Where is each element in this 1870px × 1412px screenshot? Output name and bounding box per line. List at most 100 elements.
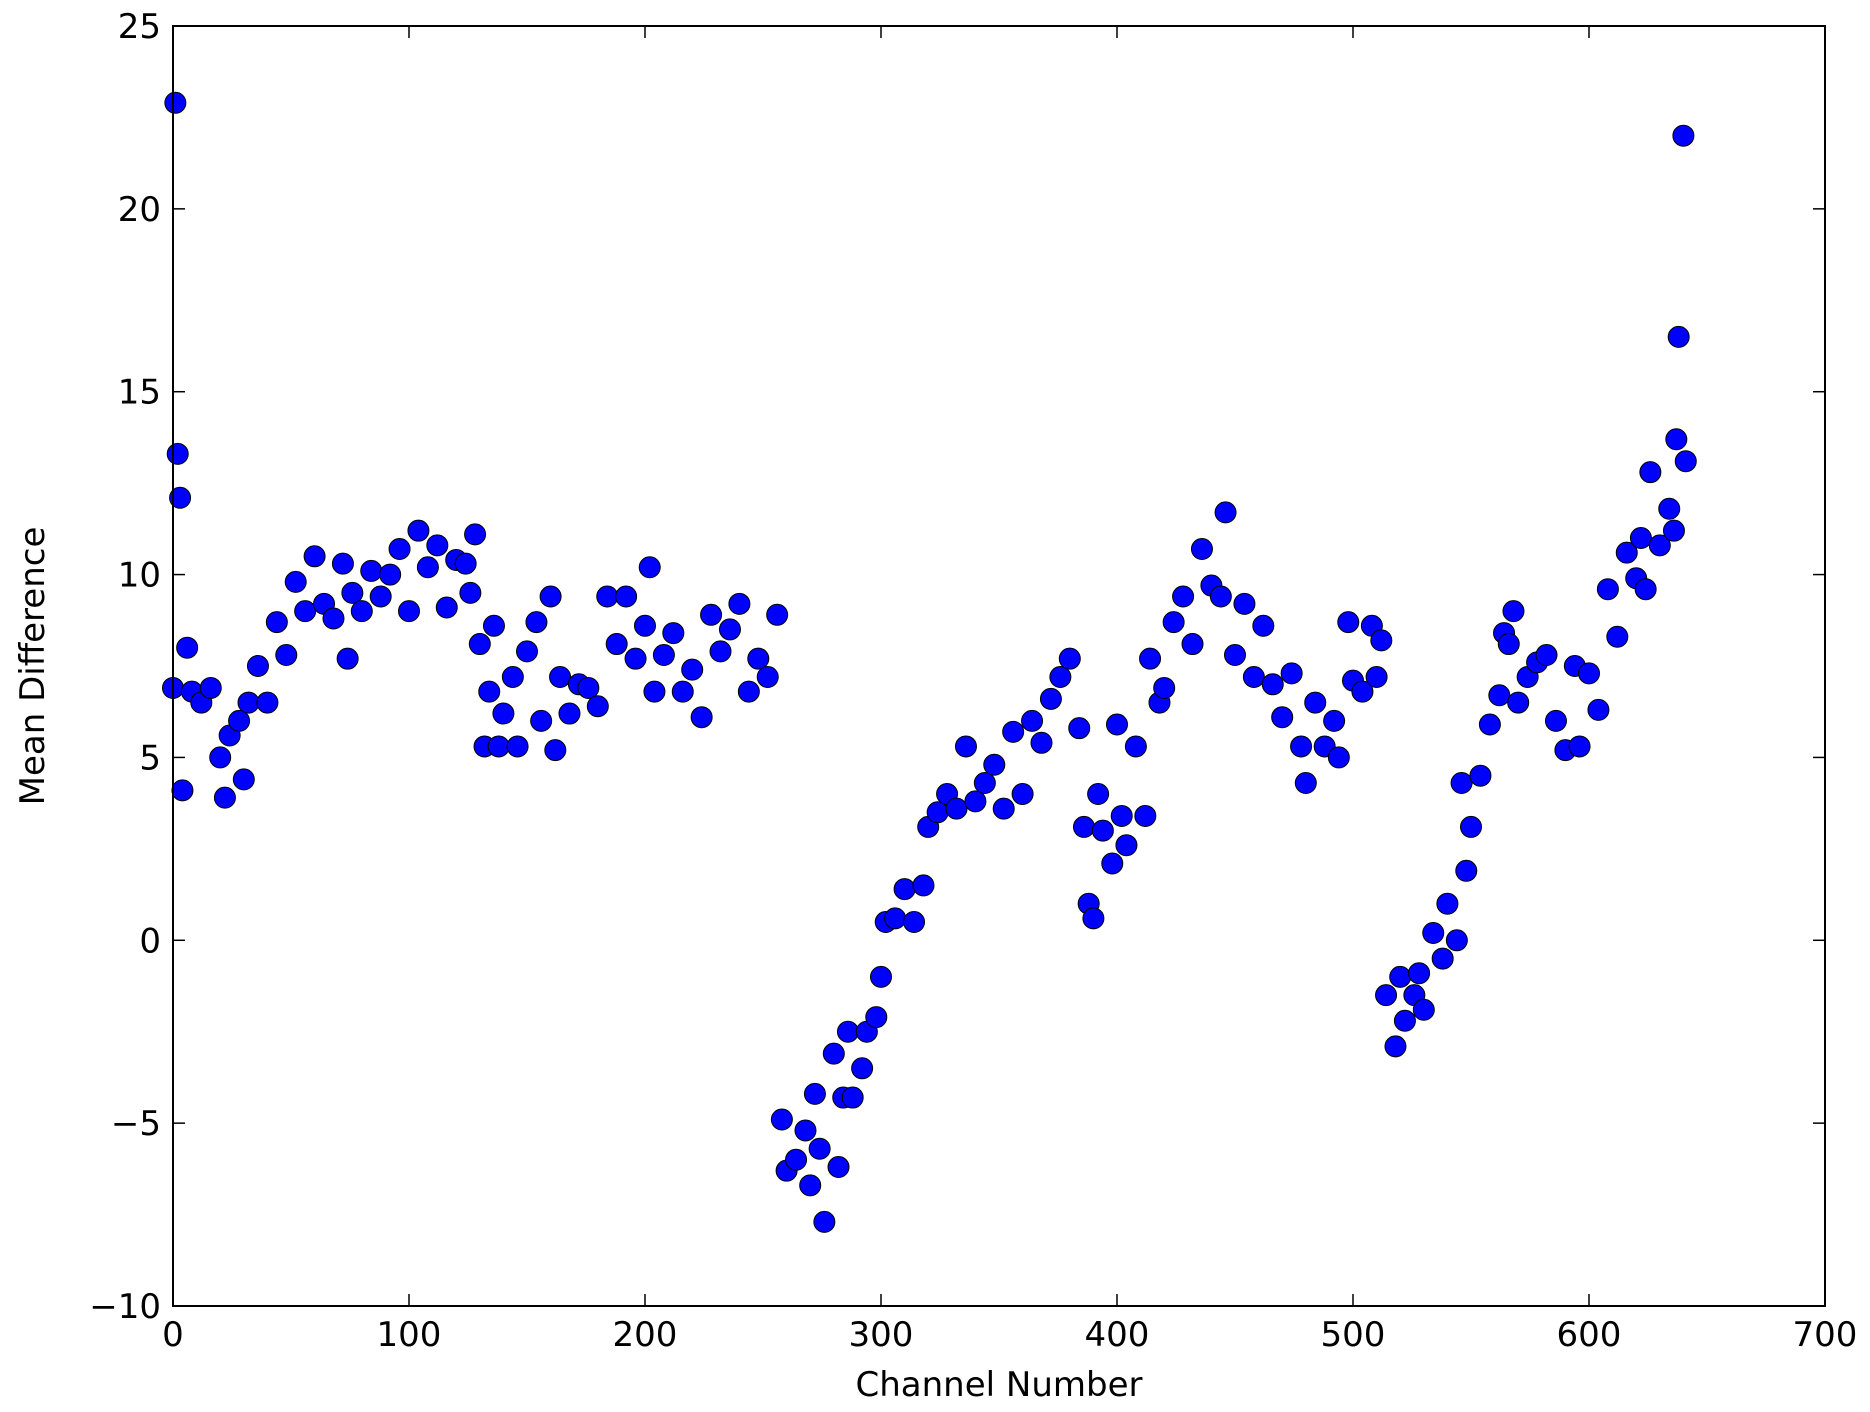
point bbox=[530, 709, 553, 732]
x-tick-label: 600 bbox=[1557, 1315, 1622, 1355]
point bbox=[1568, 735, 1591, 758]
point bbox=[416, 556, 439, 579]
point bbox=[1436, 892, 1459, 915]
point bbox=[525, 611, 548, 634]
point bbox=[1370, 629, 1393, 652]
point bbox=[1544, 709, 1567, 732]
point bbox=[426, 534, 449, 557]
x-tick-label: 700 bbox=[1793, 1315, 1858, 1355]
point bbox=[341, 581, 364, 604]
x-tick-label: 400 bbox=[1085, 1315, 1150, 1355]
point bbox=[813, 1210, 836, 1233]
point bbox=[454, 552, 477, 575]
point bbox=[709, 640, 732, 663]
point bbox=[1139, 647, 1162, 670]
point bbox=[799, 1174, 822, 1197]
point bbox=[1002, 720, 1025, 743]
point bbox=[794, 1119, 817, 1142]
point bbox=[303, 545, 326, 568]
point bbox=[836, 1020, 859, 1043]
point bbox=[926, 801, 949, 824]
x-axis-label: Channel Number bbox=[856, 1365, 1143, 1405]
point bbox=[516, 640, 538, 663]
point bbox=[766, 603, 789, 626]
point bbox=[331, 552, 354, 575]
point bbox=[643, 680, 666, 703]
point bbox=[638, 556, 661, 579]
point bbox=[851, 1057, 874, 1080]
point bbox=[1323, 709, 1346, 732]
point bbox=[1224, 644, 1246, 667]
point bbox=[232, 768, 255, 791]
point bbox=[1337, 611, 1360, 634]
point bbox=[1162, 611, 1185, 634]
point bbox=[176, 636, 199, 659]
point bbox=[1327, 746, 1350, 769]
point bbox=[1672, 124, 1695, 147]
point bbox=[992, 797, 1015, 820]
point bbox=[624, 647, 647, 670]
point bbox=[903, 911, 926, 933]
point bbox=[237, 691, 260, 714]
point bbox=[1535, 644, 1558, 667]
point bbox=[1408, 962, 1431, 985]
point bbox=[487, 735, 510, 758]
point bbox=[884, 907, 907, 930]
point bbox=[1460, 815, 1482, 838]
point bbox=[893, 878, 916, 901]
point bbox=[1389, 965, 1412, 988]
point bbox=[1101, 852, 1124, 875]
point bbox=[1214, 501, 1237, 524]
point bbox=[1294, 772, 1317, 795]
point bbox=[492, 702, 515, 725]
point bbox=[1431, 947, 1454, 970]
y-tick-label: 25 bbox=[118, 7, 161, 47]
point bbox=[827, 1156, 850, 1179]
point bbox=[1134, 804, 1157, 827]
point bbox=[464, 523, 487, 546]
point bbox=[1634, 578, 1657, 601]
point bbox=[770, 1108, 793, 1131]
point bbox=[166, 442, 189, 465]
point bbox=[1304, 691, 1327, 714]
point bbox=[1351, 680, 1374, 703]
point bbox=[1422, 921, 1445, 944]
point bbox=[1252, 614, 1275, 637]
point bbox=[549, 665, 572, 688]
point bbox=[322, 607, 345, 630]
point bbox=[379, 563, 402, 586]
point bbox=[822, 1042, 845, 1065]
point bbox=[577, 676, 600, 699]
point bbox=[1639, 461, 1662, 484]
point bbox=[539, 585, 562, 608]
x-tick-label: 300 bbox=[849, 1315, 914, 1355]
point bbox=[615, 585, 638, 608]
point bbox=[169, 486, 192, 509]
point bbox=[350, 600, 373, 623]
point bbox=[1106, 713, 1128, 736]
point bbox=[1209, 585, 1232, 608]
point bbox=[1662, 519, 1685, 542]
point bbox=[634, 614, 656, 637]
point bbox=[1665, 428, 1688, 451]
point bbox=[983, 753, 1006, 776]
point bbox=[912, 874, 935, 897]
y-tick-label: 10 bbox=[118, 556, 161, 596]
point bbox=[265, 611, 288, 634]
y-tick-label: 0 bbox=[139, 921, 161, 961]
point bbox=[1674, 450, 1697, 473]
point bbox=[1375, 984, 1398, 1007]
point bbox=[1445, 929, 1468, 952]
point bbox=[652, 644, 675, 667]
point bbox=[506, 735, 529, 758]
point bbox=[369, 585, 392, 608]
point bbox=[808, 1137, 831, 1160]
y-tick-label: 15 bbox=[118, 373, 161, 413]
point bbox=[681, 658, 704, 681]
point bbox=[199, 676, 222, 699]
point bbox=[1497, 633, 1520, 656]
point bbox=[1455, 859, 1478, 882]
point bbox=[228, 709, 251, 732]
point bbox=[1181, 633, 1204, 656]
